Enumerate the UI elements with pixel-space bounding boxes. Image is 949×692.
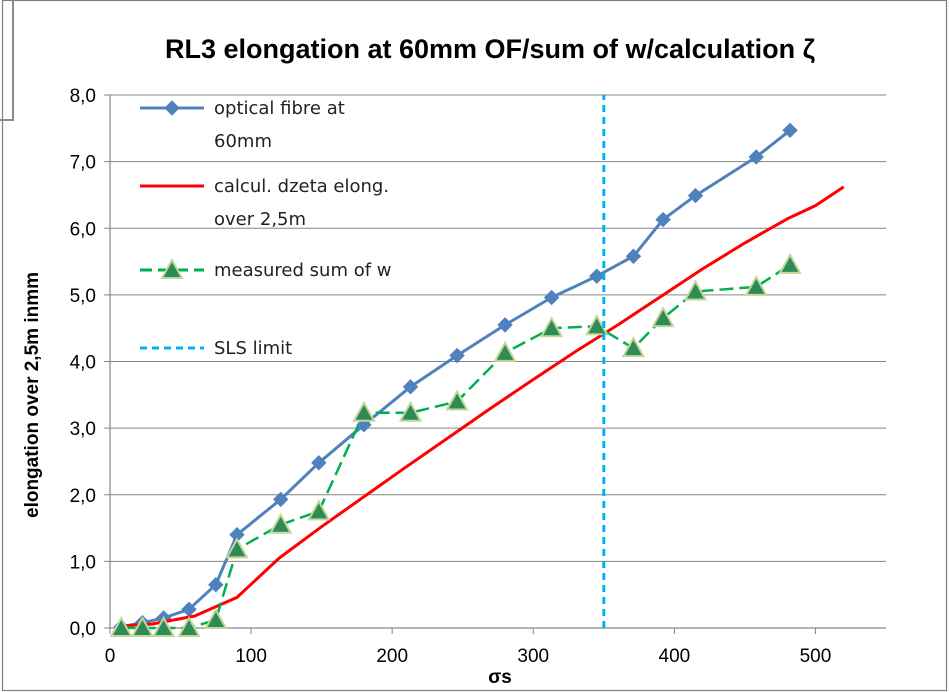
legend-entry-2: calcul. dzeta elong. over 2,5m <box>140 176 389 230</box>
data-point <box>273 491 289 508</box>
data-point <box>493 340 517 362</box>
y-tick-label: 7,0 <box>70 153 96 174</box>
data-point <box>151 615 176 637</box>
data-point <box>782 122 798 139</box>
legend-marker <box>164 100 180 116</box>
data-point <box>687 187 704 204</box>
legend-label: optical fibre at <box>214 98 345 119</box>
x-tick-label: 300 <box>517 646 549 667</box>
data-point <box>225 537 249 559</box>
data-point <box>109 615 133 637</box>
legend-label: calcul. dzeta elong. <box>214 176 389 197</box>
x-tick-label: 0 <box>105 646 116 667</box>
data-point <box>655 211 671 228</box>
data-point <box>621 336 646 358</box>
data-point <box>585 314 609 336</box>
data-point <box>177 615 201 637</box>
y-tick-label: 5,0 <box>70 286 96 307</box>
data-point <box>311 455 327 471</box>
y-tick-label: 8,0 <box>70 86 96 107</box>
y-tick-label: 3,0 <box>70 419 96 440</box>
x-tick-labels: 0 100 200 300 400 500 <box>105 646 832 667</box>
plot-series <box>109 95 845 637</box>
data-point <box>398 400 423 422</box>
data-point <box>744 274 768 296</box>
y-tick-label: 4,0 <box>70 353 96 374</box>
legend-entry-1: optical fibre at 60mm <box>140 98 345 152</box>
data-point <box>269 512 293 534</box>
legend-marker <box>160 257 184 279</box>
y-tick-label: 1,0 <box>70 552 96 573</box>
legend-entry-3: measured sum of w <box>140 257 392 281</box>
x-tick-label: 400 <box>659 646 691 667</box>
data-point <box>445 389 469 411</box>
data-point <box>204 607 228 630</box>
legend-entry-4: SLS limit <box>140 338 292 359</box>
x-tick-label: 500 <box>800 646 832 667</box>
data-point <box>778 252 802 274</box>
x-tick-label: 200 <box>376 646 408 667</box>
legend-label: measured sum of w <box>214 260 392 281</box>
y-tick-labels: 0,0 1,0 2,0 3,0 4,0 5,0 6,0 7,0 8,0 <box>70 86 96 640</box>
data-point <box>748 149 764 165</box>
series-3 <box>109 252 802 637</box>
data-point <box>402 379 419 395</box>
data-point <box>449 347 465 364</box>
data-point <box>625 248 642 264</box>
series-line <box>121 185 845 628</box>
window-frame-edge <box>0 0 14 121</box>
data-point <box>497 317 513 333</box>
data-point <box>651 306 675 328</box>
chart-title: RL3 elongation at 60mm OF/sum of w/calcu… <box>165 34 816 64</box>
series-2 <box>121 185 845 628</box>
legend-label: SLS limit <box>214 338 292 359</box>
y-tick-label: 2,0 <box>70 486 96 507</box>
axes <box>104 94 886 634</box>
data-point <box>352 400 376 422</box>
x-tick-label: 100 <box>235 646 267 667</box>
legend-label: over 2,5m <box>214 209 306 230</box>
data-point <box>683 279 708 301</box>
data-point <box>208 576 224 593</box>
legend: optical fibre at 60mm calcul. dzeta elong.… <box>140 98 392 359</box>
y-tick-label: 6,0 <box>70 219 96 240</box>
data-point <box>543 289 560 306</box>
data-point <box>589 268 605 284</box>
data-point <box>307 499 331 521</box>
data-point <box>130 615 155 637</box>
data-point <box>539 316 564 338</box>
y-tick-label: 0,0 <box>70 619 96 640</box>
x-axis-title: σs <box>488 667 512 688</box>
y-axis-title: elongation over 2,5m inmm <box>22 272 43 518</box>
legend-label: 60mm <box>214 131 272 152</box>
